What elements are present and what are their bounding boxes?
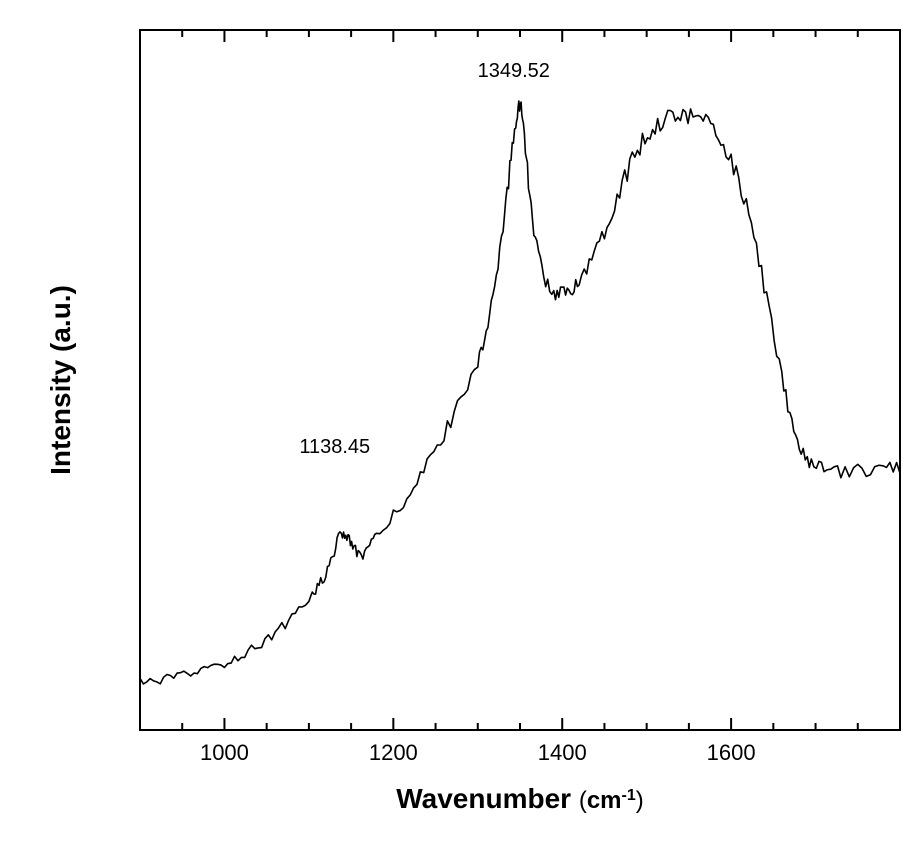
chart-svg: 1000 1200 1400 1600 Wavenumber (cm-1) Intensi… (0, 0, 919, 857)
peak-annotation: 1138.45 (299, 436, 370, 458)
x-tick-label: 1000 (200, 740, 249, 765)
x-tick-label: 1200 (369, 740, 418, 765)
x-axis-label: Wavenumber (cm-1) (396, 783, 643, 814)
chart-container: { "chart": { "type": "line", "background… (0, 0, 919, 857)
chart-bg (0, 0, 919, 857)
peak-annotation: 1349.52 (478, 60, 550, 82)
x-tick-label: 1600 (707, 740, 756, 765)
x-tick-label: 1400 (538, 740, 587, 765)
y-axis-label: Intensity (a.u.) (45, 285, 76, 475)
